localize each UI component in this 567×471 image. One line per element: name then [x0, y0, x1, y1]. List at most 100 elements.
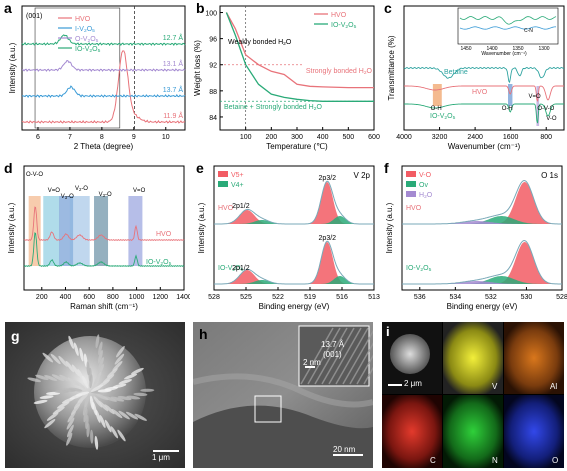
- sem-petal: [93, 396, 103, 408]
- f-legend-swatch-0: [406, 171, 416, 177]
- sem-petal: [131, 367, 144, 375]
- panel-letter-g: g: [11, 328, 20, 344]
- sem-petal: [92, 401, 97, 416]
- b-y-tick-label-3: 96: [209, 37, 217, 44]
- b-x-tick-label-5: 600: [368, 134, 380, 141]
- xrd-line-hvo: [21, 50, 186, 124]
- e-x-tick-label-2: 522: [272, 294, 284, 301]
- d-x-axis-label: Raman shift (cm⁻¹): [70, 302, 138, 311]
- inset-tick-2: 1350: [512, 46, 523, 52]
- sem-petal: [66, 432, 73, 446]
- inset-tick-3: 1300: [538, 46, 549, 52]
- tga-legend-text-1: IO-V2O5: [331, 22, 357, 30]
- sem-petal: [98, 400, 109, 412]
- e-io-v5-fill: [214, 242, 374, 284]
- x-tick-label-1: 7: [68, 134, 72, 141]
- lattice-fringe: [349, 342, 373, 385]
- panel-letter-h: h: [199, 326, 208, 342]
- sem-petal: [95, 334, 100, 349]
- d-x-tick-label-0: 200: [36, 294, 48, 301]
- sem-petal: [67, 424, 74, 438]
- inset-d-spacing-label: 13.7 Å: [321, 340, 345, 349]
- scale-label-i: 2 μm: [404, 379, 422, 388]
- sem-petal: [71, 403, 81, 415]
- f-x-tick-label-0: 536: [414, 294, 426, 301]
- sem-petal: [44, 419, 56, 429]
- inset-plane-label: (001): [323, 350, 342, 359]
- sem-petal: [115, 346, 125, 358]
- sem-petal: [112, 361, 123, 372]
- sem-petal: [73, 379, 86, 389]
- e-y-axis-label: Intensity (a.u.): [197, 202, 206, 253]
- f-legend-swatch-2: [406, 191, 416, 197]
- e-peak-1-2-io: 2p1/2: [232, 265, 250, 272]
- panel-letter-c: c: [384, 0, 392, 16]
- d-x-tick-label-5: 1200: [153, 294, 169, 301]
- b-y-tick-label-0: 84: [209, 115, 217, 122]
- e-x-tick-label-3: 519: [304, 294, 316, 301]
- b-x-tick-label-4: 500: [342, 134, 354, 141]
- b-x-axis-label: Temperature (℃): [266, 142, 328, 151]
- legend-text-1: I-V2O5: [75, 26, 95, 34]
- e-x-tick-label-1: 525: [240, 294, 252, 301]
- e-legend-text-1: V4+: [231, 182, 244, 189]
- sem-petal: [79, 347, 84, 362]
- scale-bar-g: [153, 450, 179, 452]
- raman-band-3: [69, 196, 90, 266]
- sem-petal: [124, 373, 138, 380]
- sem-petal: [59, 374, 72, 383]
- legend-text-3: IO-V2O5: [75, 46, 101, 54]
- raman-band-label-2: V3-O: [61, 194, 74, 200]
- lattice-fringe: [300, 327, 334, 385]
- sem-petal: [111, 408, 123, 419]
- tem-image: [193, 322, 373, 468]
- sem-petal: [83, 408, 88, 423]
- sem-petal: [46, 412, 59, 421]
- sem-petal: [35, 374, 49, 381]
- e-x-tick-label-4: 516: [336, 294, 348, 301]
- xps-v-frame: [213, 165, 375, 291]
- f-y-axis-label: Intensity (a.u.): [385, 202, 394, 253]
- ftir-line-io: [404, 103, 564, 124]
- raman-band-2: [59, 196, 74, 266]
- f-legend-swatch-1: [406, 181, 416, 187]
- scale-bar-h: [333, 454, 363, 456]
- e-legend-swatch-1: [218, 181, 228, 187]
- inset-tick-1: 1400: [486, 46, 497, 52]
- e-io-v4-fill: [214, 276, 374, 284]
- xrd-annotation-3: 12.7 Å: [163, 33, 184, 42]
- e-hvo-label: HVO: [218, 205, 234, 212]
- sem-petal: [73, 398, 84, 409]
- panel-letter-f: f: [384, 160, 389, 176]
- sem-petal: [84, 394, 90, 408]
- d-x-tick-label-4: 1000: [129, 294, 145, 301]
- panel-letter-e: e: [196, 160, 204, 176]
- inset-tick-0: 1450: [460, 46, 471, 52]
- ftir-label-betaine: Betaine: [444, 69, 468, 76]
- panel-d: d HVO IO-V2O5 O-V-O V=O V3-O V2-O V3-O V=O 200 40…: [0, 160, 192, 320]
- sem-petal: [58, 355, 68, 367]
- sem-petal: [51, 374, 65, 382]
- sem-petal: [117, 429, 126, 442]
- band-oh-2: [508, 84, 513, 106]
- band-oh-1: [432, 84, 442, 106]
- panel-c: c C-N 1450 1400 1350 1300 Wavenumber (cm⁻¹) Be…: [380, 0, 567, 160]
- band-label-oh-2: O-H: [502, 106, 513, 112]
- sem-petal: [104, 386, 119, 391]
- b-x-tick-label-3: 400: [317, 134, 329, 141]
- panel-letter-i: i: [386, 324, 390, 339]
- panel-h-tem-image: h 13.7 Å (001) 2 nm 20 nm: [193, 322, 373, 468]
- xps-o-frame: [401, 165, 563, 291]
- sem-petal: [56, 401, 70, 409]
- inset-line-1: [459, 16, 557, 25]
- sem-petal: [104, 419, 112, 433]
- annotation-betaine: Betaine + Strongly bonded H2O: [224, 104, 322, 112]
- sem-petal: [98, 341, 103, 356]
- b-y-tick-label-4: 100: [205, 11, 217, 18]
- c-y-axis-label: Transmittance (%): [387, 35, 396, 100]
- band-label-v-o: V-O: [546, 116, 557, 122]
- sem-petal: [86, 361, 90, 376]
- lattice-fringe: [321, 327, 355, 385]
- e-x-tick-label-0: 528: [208, 294, 220, 301]
